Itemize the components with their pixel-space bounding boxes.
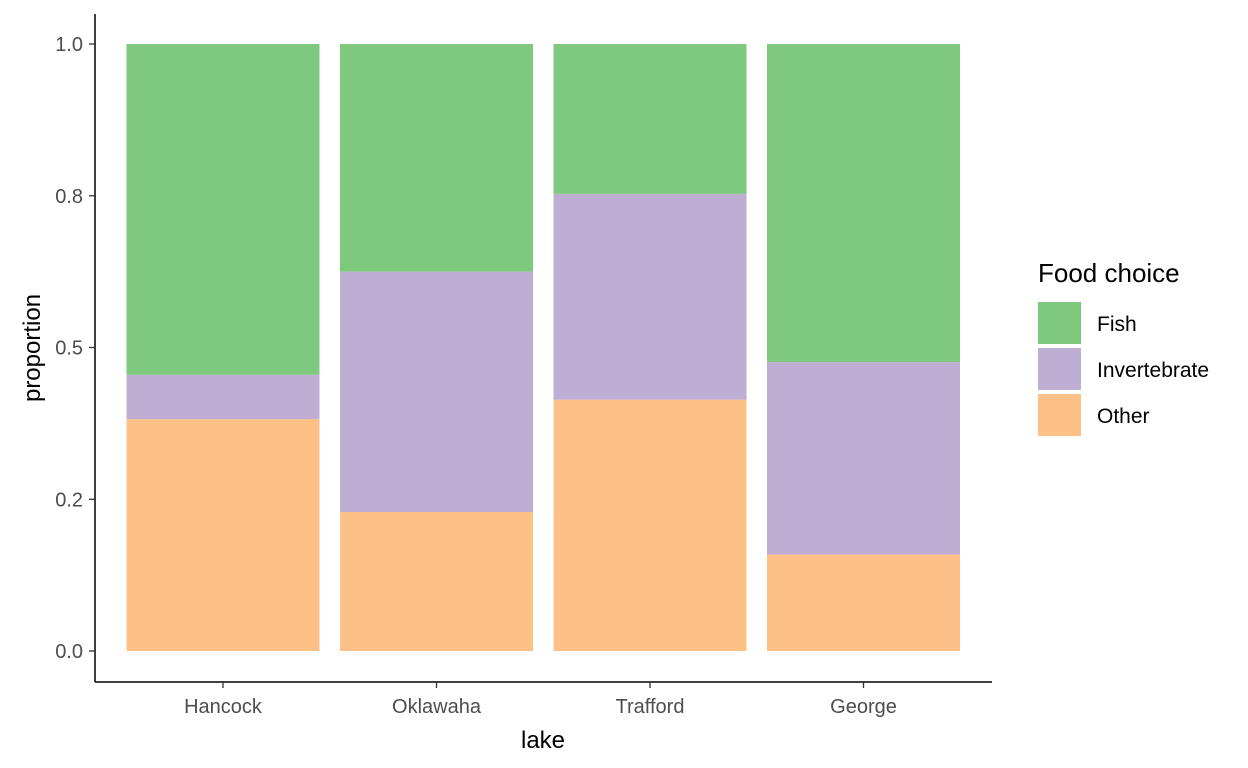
y-axis-title: proportion xyxy=(19,294,46,402)
bar-segment-other-oklawaha xyxy=(340,511,533,651)
x-axis-title: lake xyxy=(521,727,565,754)
bar-segment-other-trafford xyxy=(553,399,747,651)
bar-segment-fish-oklawaha xyxy=(340,44,533,272)
bar-segment-fish-george xyxy=(767,44,960,363)
bar-segment-fish-trafford xyxy=(553,44,747,194)
legend-label-fish: Fish xyxy=(1097,313,1137,336)
bar-segment-invertebrate-trafford xyxy=(553,193,747,400)
x-tick-label-george: George xyxy=(830,696,897,718)
bar-segment-fish-hancock xyxy=(126,44,320,375)
legend-items: Fish Invertebrate Other xyxy=(1038,302,1209,436)
legend: Food choice Fish Invertebrate Other xyxy=(1038,258,1209,436)
bars-layer xyxy=(126,44,960,651)
bar-segment-invertebrate-george xyxy=(767,362,960,555)
legend-key-fish xyxy=(1038,302,1081,344)
bar-segment-other-george xyxy=(767,554,960,651)
bar-segment-invertebrate-oklawaha xyxy=(340,271,533,512)
y-tick-label: 0.2 xyxy=(55,489,83,511)
y-tick-label: 0.0 xyxy=(55,641,83,663)
y-tick-label: 1.0 xyxy=(55,34,83,56)
y-tick-label: 0.8 xyxy=(55,186,83,208)
x-tick-label-hancock: Hancock xyxy=(184,696,263,718)
y-tick-label: 0.5 xyxy=(55,338,83,360)
legend-label-invertebrate: Invertebrate xyxy=(1097,359,1209,382)
bar-segment-invertebrate-hancock xyxy=(126,374,320,420)
bar-segment-other-hancock xyxy=(126,419,320,651)
legend-key-other xyxy=(1038,394,1081,436)
legend-label-other: Other xyxy=(1097,405,1150,428)
x-ticks-layer: Hancock Oklawaha Trafford George xyxy=(184,682,897,718)
x-tick-label-trafford: Trafford xyxy=(616,696,685,718)
legend-key-invertebrate xyxy=(1038,348,1081,390)
y-ticks-layer: 0.0 0.2 0.5 0.8 1.0 xyxy=(55,34,95,663)
x-tick-label-oklawaha: Oklawaha xyxy=(392,696,482,718)
legend-title: Food choice xyxy=(1038,258,1180,288)
